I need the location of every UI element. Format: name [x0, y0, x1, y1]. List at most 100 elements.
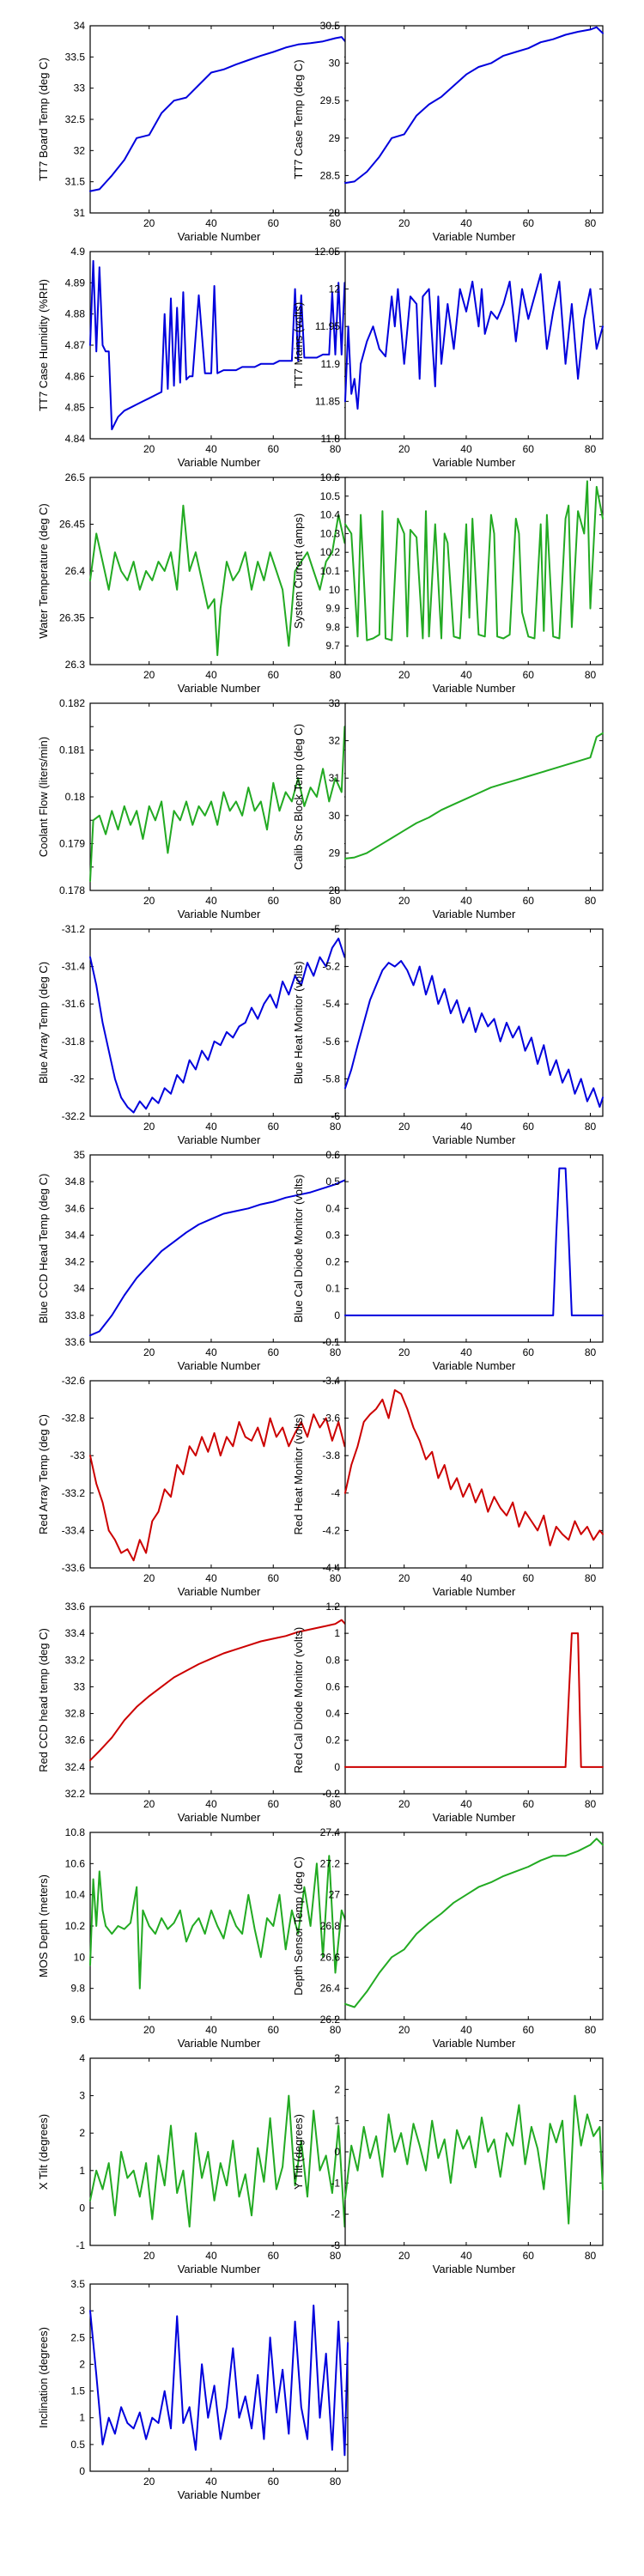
y-tick-label: 0.182 [59, 697, 85, 709]
y-axis-label: MOS Depth (meters) [37, 1874, 50, 1978]
y-tick-label: 30 [329, 58, 341, 70]
y-tick-label: 33.4 [65, 1627, 86, 1639]
x-tick-label: 40 [205, 217, 217, 229]
x-tick-label: 40 [460, 1346, 472, 1358]
x-tick-label: 80 [330, 1798, 342, 1810]
y-tick-label: 0.3 [325, 1229, 340, 1241]
y-tick-label: 10 [74, 1951, 86, 1963]
y-tick-label: 26.3 [65, 659, 86, 671]
x-tick-label: 80 [585, 217, 597, 229]
x-tick-label: 80 [330, 217, 342, 229]
x-tick-label: 40 [205, 1572, 217, 1584]
x-axis-label: Variable Number [178, 2263, 261, 2275]
x-tick-label: 60 [523, 895, 535, 907]
y-tick-label: 3 [79, 2305, 85, 2317]
y-tick-label: 28 [329, 207, 341, 219]
x-tick-label: 80 [330, 1121, 342, 1133]
y-tick-label: 33.6 [65, 1601, 86, 1613]
y-axis-label: Blue Array Temp (deg C) [37, 962, 50, 1084]
x-tick-label: 80 [330, 1346, 342, 1358]
y-tick-label: 0.5 [70, 2439, 85, 2451]
y-tick-label: 4.84 [65, 433, 86, 445]
chart-panel-p4: 20 40 60 8011.811.8511.911.951212.05Variabl… [292, 246, 604, 469]
y-tick-label: 28.5 [320, 169, 341, 181]
x-tick-label: 60 [268, 895, 280, 907]
y-tick-label: -4 [331, 1487, 340, 1499]
x-tick-label: 40 [460, 1121, 472, 1133]
y-tick-label: 34.6 [65, 1202, 86, 1214]
y-tick-label: 0.178 [59, 884, 85, 896]
x-tick-label: 20 [143, 443, 155, 455]
y-axis-label: Red Heat Monitor (volts) [292, 1414, 305, 1535]
x-tick-label: 60 [523, 669, 535, 681]
chart-panel-p13: 20 40 60 80 -33.6 -33.4 -33.2 -33 -32.8 -32.6 Vari… [37, 1375, 349, 1598]
x-tick-label: 60 [523, 1798, 535, 1810]
y-axis-label: Coolant Flow (liters/min) [37, 737, 50, 857]
series-line-p20 [344, 2094, 604, 2225]
x-tick-label: 40 [205, 1346, 217, 1358]
x-tick-label: 40 [205, 895, 217, 907]
y-tick-label: 32.8 [65, 1708, 86, 1720]
y-tick-label: 30.5 [320, 20, 341, 32]
y-axis-label: Red Array Temp (deg C) [37, 1414, 50, 1534]
x-tick-label: 60 [268, 443, 280, 455]
y-tick-label: 10.6 [320, 471, 341, 483]
series-line-p21 [89, 2304, 349, 2457]
plot-area-frame [89, 928, 349, 1117]
x-tick-label: 20 [398, 217, 410, 229]
x-tick-label: 80 [330, 895, 342, 907]
y-tick-label: 1.5 [70, 2385, 85, 2397]
x-tick-label: 40 [205, 669, 217, 681]
x-tick-label: 80 [585, 443, 597, 455]
y-axis-label: Red Cal Diode Monitor (volts) [292, 1627, 305, 1774]
plot-area-frame [344, 1606, 604, 1795]
x-tick-label: 20 [143, 669, 155, 681]
series-line-p5 [89, 504, 349, 657]
y-tick-label: 32.6 [65, 1735, 86, 1747]
x-tick-label: 60 [523, 1121, 535, 1133]
y-tick-label: 34.8 [65, 1176, 86, 1188]
y-tick-label: -31.2 [62, 923, 86, 935]
y-tick-label: 11.8 [321, 433, 341, 445]
x-axis-label: Variable Number [178, 1359, 261, 1372]
x-tick-label: 80 [585, 1798, 597, 1810]
y-tick-label: 10.1 [320, 565, 341, 577]
y-tick-label: 0.5 [325, 1176, 340, 1188]
x-tick-label: 80 [330, 2250, 342, 2262]
x-tick-label: 20 [143, 217, 155, 229]
y-axis-label: Blue Heat Monitor (volts) [292, 961, 305, 1084]
y-tick-label: 1 [334, 2115, 340, 2127]
series-line-p1 [89, 36, 349, 192]
x-tick-label: 40 [460, 2024, 472, 2036]
y-tick-label: 2 [334, 2083, 340, 2095]
y-tick-label: -31.8 [62, 1036, 86, 1048]
x-tick-label: 80 [330, 443, 342, 455]
y-axis-label: Blue Cal Diode Monitor (volts) [292, 1175, 305, 1323]
series-line-p17 [89, 1855, 349, 1990]
x-tick-label: 20 [398, 2250, 410, 2262]
y-tick-label: 34 [74, 20, 86, 32]
y-tick-label: 4.88 [65, 308, 86, 320]
x-tick-label: 40 [205, 1121, 217, 1133]
y-tick-label: 27 [329, 1889, 341, 1901]
x-axis-label: Variable Number [178, 2488, 261, 2501]
x-tick-label: 20 [143, 2476, 155, 2488]
y-tick-label: 26.5 [65, 471, 86, 483]
series-line-p13 [89, 1413, 349, 1562]
y-tick-label: 34 [74, 1283, 86, 1295]
x-tick-label: 40 [460, 669, 472, 681]
x-tick-label: 20 [398, 1346, 410, 1358]
y-axis-label: Inclination (degrees) [37, 2327, 50, 2428]
plot-area-frame [89, 1832, 349, 2020]
y-tick-label: 27.2 [320, 1857, 341, 1869]
y-tick-label: 32.4 [65, 1761, 86, 1773]
x-tick-label: 20 [398, 1121, 410, 1133]
x-tick-label: 60 [523, 2250, 535, 2262]
y-tick-label: 4 [79, 2052, 85, 2064]
x-tick-label: 40 [460, 1572, 472, 1584]
x-tick-label: 60 [268, 1572, 280, 1584]
series-line-p14 [344, 1388, 604, 1546]
